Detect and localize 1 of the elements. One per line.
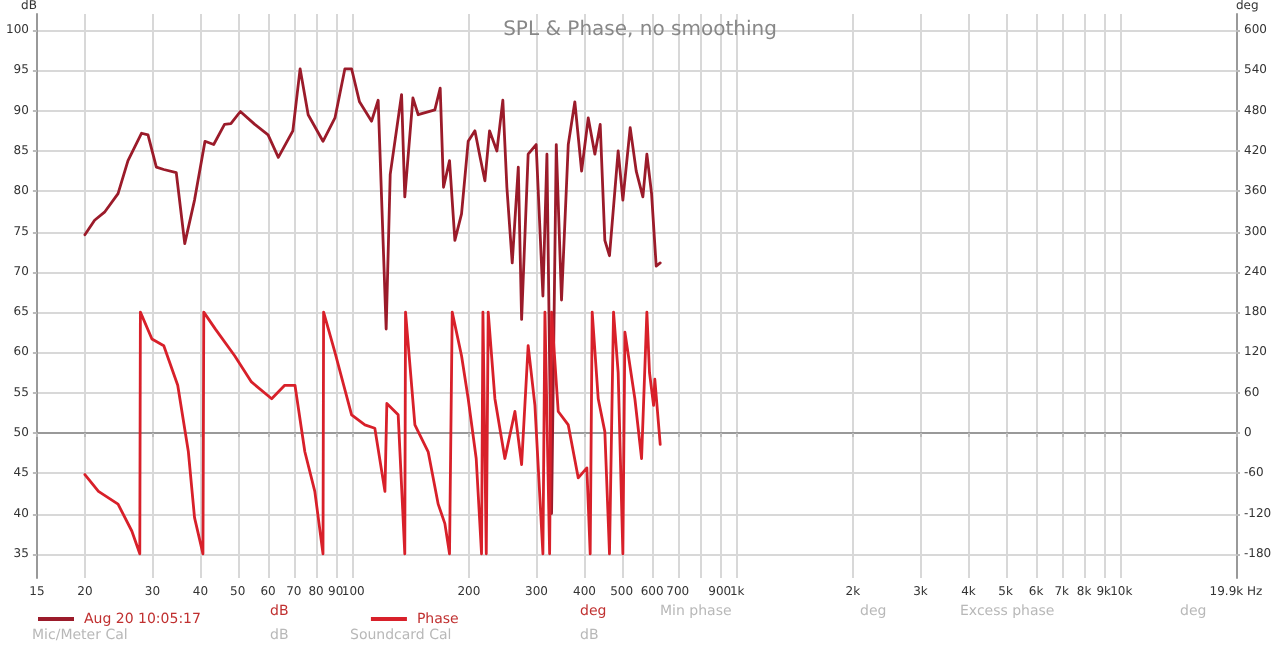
chart-title: SPL & Phase, no smoothing (503, 19, 777, 41)
